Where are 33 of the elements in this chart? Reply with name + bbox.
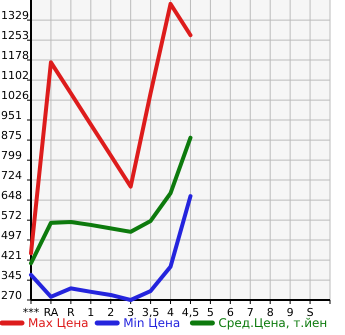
x-tick-label: RA (44, 306, 59, 319)
y-tick-label: 1253 (1, 29, 29, 42)
y-tick-label: 270 (1, 288, 22, 302)
y-tick-label: 648 (1, 188, 22, 202)
x-tick-label: 3 (127, 306, 134, 319)
y-tick-label: 799 (1, 149, 22, 162)
x-tick-label: 8 (266, 306, 274, 319)
x-tick-label: 5 (206, 306, 214, 319)
x-tick-label: 7 (246, 306, 254, 319)
x-tick-label: 3,5 (142, 306, 160, 319)
y-tick-label: 1026 (1, 89, 29, 102)
x-tick-label: 2 (107, 306, 114, 319)
x-tick-label: 1 (87, 306, 94, 319)
y-tick-label: 572 (1, 209, 22, 222)
legend-label: Max Цена (28, 316, 89, 330)
x-tick-label: 9 (286, 306, 294, 319)
y-tick-label: 497 (1, 228, 22, 242)
x-tick-label: *** (22, 306, 40, 319)
x-tick-label: 6 (226, 306, 234, 319)
y-tick-label: 875 (1, 128, 22, 142)
x-tick-label: S (306, 306, 314, 319)
x-tick-label: R (67, 306, 76, 319)
legend-label: Min Цена (123, 316, 180, 330)
x-tick-label: 4 (167, 306, 174, 319)
y-tick-label: 1102 (1, 68, 29, 82)
legend-label: Сред.Цена, т.йен (218, 316, 328, 330)
y-tick-label: 1329 (1, 8, 29, 22)
y-tick-label: 421 (1, 248, 22, 262)
y-tick-label: 951 (1, 108, 22, 122)
y-tick-label: 345 (1, 269, 22, 282)
x-tick-label: 4,5 (182, 306, 200, 319)
y-tick-label: 724 (1, 168, 22, 182)
y-tick-label: 1178 (1, 48, 29, 62)
